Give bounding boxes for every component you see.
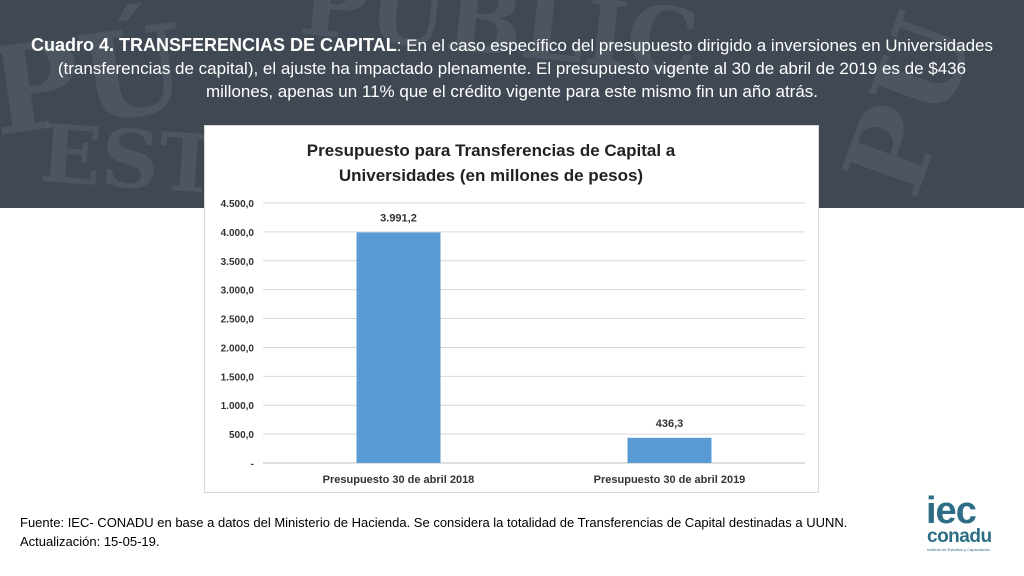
- data-label: 436,3: [656, 418, 684, 430]
- bar-chart: Presupuesto para Transferencias de Capit…: [221, 141, 805, 486]
- y-tick-label: 1.500,0: [221, 372, 255, 383]
- logo-conadu-text: conadu: [927, 526, 992, 547]
- heading-text: : En el caso específico del presupuesto …: [57, 36, 993, 101]
- update-line: Actualización: 15-05-19.: [20, 534, 160, 549]
- y-tick-label: 3.000,0: [221, 286, 255, 297]
- chart-container: Presupuesto para Transferencias de Capit…: [204, 125, 819, 493]
- y-tick-label: 2.500,0: [221, 315, 255, 326]
- y-tick-label: 4.500,0: [221, 199, 255, 210]
- x-tick-label: Presupuesto 30 de abril 2019: [594, 474, 746, 486]
- slide-heading: Cuadro 4. TRANSFERENCIAS DE CAPITAL: En …: [30, 34, 994, 103]
- y-tick-label: 1.000,0: [221, 401, 255, 412]
- bar: [627, 437, 712, 463]
- chart-title-line2: Universidades (en millones de pesos): [339, 166, 643, 185]
- chart-title-line1: Presupuesto para Transferencias de Capit…: [307, 141, 676, 160]
- y-tick-label: 3.500,0: [221, 257, 255, 268]
- heading-bold: Cuadro 4. TRANSFERENCIAS DE CAPITAL: [31, 35, 397, 55]
- y-tick-label: 2.000,0: [221, 343, 255, 354]
- data-label: 3.991,2: [380, 212, 417, 224]
- y-tick-label: 500,0: [229, 430, 254, 441]
- source-line: Fuente: IEC- CONADU en base a datos del …: [20, 515, 848, 530]
- y-tick-label: -: [251, 459, 254, 470]
- y-tick-label: 4.000,0: [221, 228, 255, 239]
- source-note: Fuente: IEC- CONADU en base a datos del …: [20, 513, 900, 551]
- iec-conadu-logo: iec conadu Instituto de Estudios y Capac…: [926, 490, 1002, 552]
- bar: [356, 232, 441, 463]
- background-watermark: PU: [818, 0, 1001, 208]
- x-tick-label: Presupuesto 30 de abril 2018: [323, 474, 475, 486]
- logo-iec-text: iec: [926, 490, 977, 532]
- logo-subtitle: Instituto de Estudios y Capacitación: [927, 547, 991, 552]
